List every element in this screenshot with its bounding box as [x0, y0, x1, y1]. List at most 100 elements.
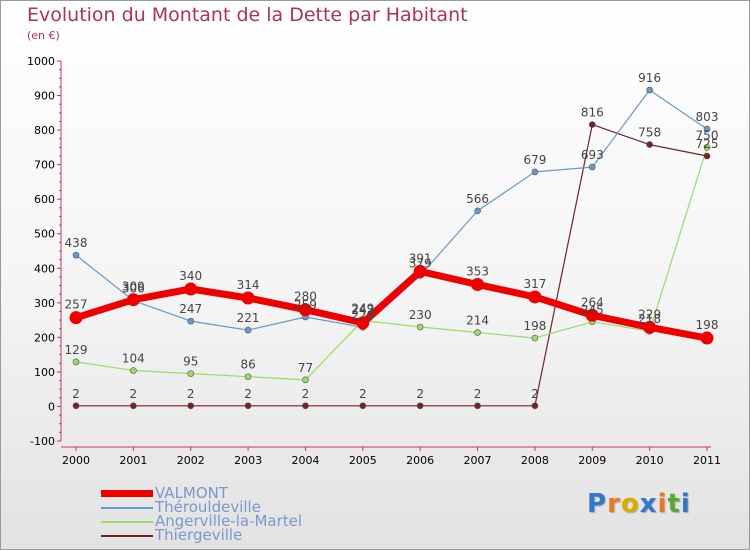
legend-label: VALMONT — [155, 484, 229, 502]
data-point — [646, 86, 653, 94]
x-tick-label: 2002 — [177, 454, 205, 467]
data-label: 314 — [237, 278, 260, 292]
data-point — [471, 278, 485, 292]
data-label: 249 — [351, 301, 374, 315]
x-tick-label: 2001 — [119, 454, 147, 467]
data-point — [302, 376, 309, 384]
x-tick-label: 2006 — [406, 454, 434, 467]
data-label: 758 — [638, 126, 661, 140]
legend-swatch — [101, 490, 153, 497]
data-point — [531, 402, 539, 410]
data-label: 2 — [302, 387, 310, 401]
data-point — [302, 402, 309, 410]
data-point — [130, 402, 137, 410]
data-point — [531, 168, 539, 176]
data-label: 353 — [466, 265, 489, 279]
data-label: 198 — [523, 319, 546, 333]
data-point — [646, 141, 653, 148]
y-tick-label: -100 — [30, 435, 55, 448]
x-tick-label: 2008 — [521, 454, 549, 467]
data-point — [359, 402, 367, 410]
logo-letter: i — [680, 489, 691, 519]
data-label: 214 — [466, 314, 489, 328]
data-label: 2 — [531, 387, 539, 401]
y-tick-label: 700 — [34, 159, 55, 172]
data-label: 2 — [72, 387, 80, 401]
data-point — [413, 264, 427, 278]
data-label: 679 — [523, 153, 546, 167]
data-label: 2 — [244, 387, 252, 401]
logo-letter: i — [657, 489, 668, 519]
y-tick-label: 800 — [34, 124, 55, 137]
proxiti-logo: Proxiti — [587, 489, 691, 519]
axes: -100 0 100 200 300 400 500 600 700 800 900 1000 2000… — [27, 55, 721, 467]
logo-letter: r — [607, 489, 621, 519]
data-point — [703, 144, 711, 151]
data-point — [244, 402, 252, 410]
data-label: 309 — [122, 280, 145, 294]
data-point — [72, 358, 80, 366]
data-point — [700, 331, 714, 345]
data-label: 391 — [409, 251, 432, 265]
chart-title: Evolution du Montant de la Dette par Hab… — [27, 4, 468, 26]
legend-label: Thérouldeville — [155, 498, 261, 516]
data-label: 438 — [65, 236, 88, 250]
data-label: 306 — [122, 282, 145, 296]
series-lines — [72, 89, 711, 407]
data-point — [474, 402, 481, 410]
data-point — [356, 316, 370, 330]
data-point — [130, 367, 137, 374]
series-points — [69, 86, 714, 410]
data-label: 280 — [294, 290, 317, 304]
data-point — [184, 282, 198, 296]
data-point — [187, 317, 195, 325]
legend-label: Angerville-la-Martel — [155, 512, 303, 530]
series-line — [75, 124, 708, 407]
data-label: 693 — [581, 148, 604, 162]
data-label: 198 — [696, 318, 719, 332]
data-point — [69, 311, 83, 325]
x-tick-label: 2009 — [578, 454, 606, 467]
data-point — [703, 125, 711, 133]
series-line — [75, 146, 708, 381]
data-label: 816 — [581, 106, 604, 120]
data-label: 2 — [130, 387, 138, 401]
y-tick-label: 1000 — [27, 55, 55, 68]
data-point — [643, 320, 657, 334]
data-label: 803 — [696, 110, 719, 124]
data-label: 104 — [122, 352, 145, 366]
y-tick-label: 500 — [34, 228, 55, 241]
data-label: 725 — [696, 137, 719, 151]
data-label: 259 — [294, 298, 317, 312]
data-label: 257 — [65, 298, 88, 312]
data-point — [474, 329, 481, 336]
x-tick-label: 2010 — [636, 454, 664, 467]
data-label: 229 — [638, 307, 661, 321]
y-tick-label: 100 — [34, 366, 55, 379]
data-label: 916 — [638, 71, 661, 85]
data-point — [416, 323, 424, 331]
data-point — [72, 402, 80, 410]
x-tick-label: 2000 — [62, 454, 90, 467]
logo-letter: o — [620, 489, 640, 519]
data-point — [72, 251, 80, 259]
data-point — [528, 290, 542, 304]
y-tick-label: 900 — [34, 90, 55, 103]
data-label: 242 — [351, 303, 374, 317]
data-label: 340 — [179, 269, 202, 283]
y-tick-label: 200 — [34, 331, 55, 344]
data-label: 379 — [409, 257, 432, 271]
data-label: 264 — [581, 295, 604, 309]
data-label: 229 — [351, 308, 374, 322]
data-label: 86 — [240, 358, 255, 372]
data-point — [244, 326, 252, 334]
data-point — [187, 402, 195, 410]
x-tick-label: 2005 — [349, 454, 377, 467]
data-point — [703, 152, 711, 160]
data-label: 221 — [237, 311, 260, 325]
logo-letter: P — [587, 489, 608, 519]
data-labels: 2 2 2 2 2 2 2 2 2 816 758 725 129 104 95 86 77 249 230 214 1… — [65, 71, 719, 401]
data-label: 95 — [183, 355, 198, 369]
